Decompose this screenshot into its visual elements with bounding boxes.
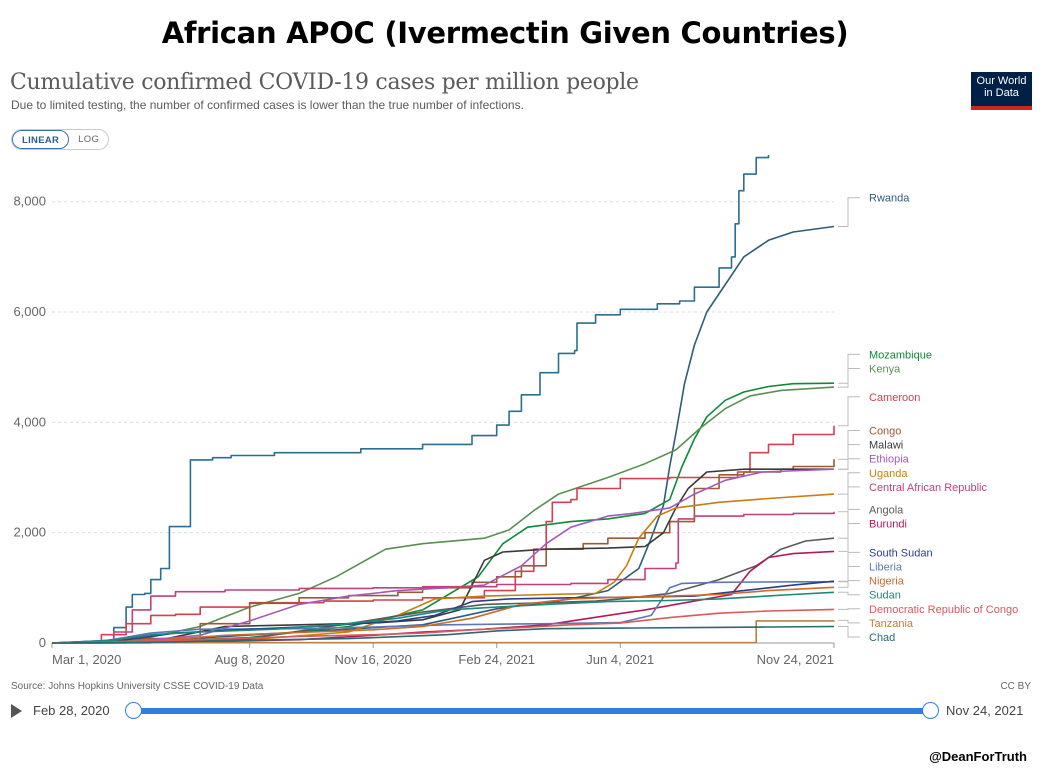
series-line-uganda: [51, 493, 835, 644]
logo-bar: [971, 106, 1032, 110]
series-line-ethiopia: [51, 468, 835, 644]
series-line-kenya: [51, 386, 835, 644]
x-tick-label-5: Nov 24, 2021: [757, 652, 834, 667]
legend-label-tanzania: Tanzania: [869, 618, 914, 630]
play-icon[interactable]: [11, 704, 22, 718]
timeline-end-handle[interactable]: [922, 702, 939, 719]
legend-connector-kenya: [838, 368, 860, 388]
series-line-congo: [52, 459, 835, 644]
scale-toggle: LINEAR LOG: [11, 129, 110, 150]
legend-label-rwanda: Rwanda: [869, 193, 910, 205]
chart-subtitle: Due to limited testing, the number of co…: [11, 98, 524, 112]
series-line-liberia: [51, 581, 834, 644]
legend-label-congo: Congo: [869, 425, 901, 437]
license-note[interactable]: CC BY: [1000, 681, 1031, 692]
legend-connector-rwanda: [838, 197, 860, 227]
x-tick-label-4: Jun 4, 2021: [586, 652, 654, 667]
series-line-democratic-republic-of-congo: [51, 608, 835, 644]
x-tick-label-2: Nov 16, 2020: [335, 652, 412, 667]
series-line-malawi: [51, 468, 834, 644]
legend-connector-tanzania: [838, 619, 860, 624]
y-tick-label-2: 4,000: [13, 414, 46, 429]
timeline-start-handle[interactable]: [125, 702, 142, 719]
legend-label-malawi: Malawi: [869, 440, 903, 452]
legend-connector-democratic-republic-of-congo: [838, 608, 860, 610]
x-tick-label-3: Feb 24, 2021: [458, 652, 535, 667]
legend-label-chad: Chad: [869, 632, 895, 644]
legend-connector-uganda: [838, 472, 860, 495]
banner-title: African APOC (Ivermectin Given Countries…: [161, 16, 849, 50]
y-tick-label-1: 2,000: [13, 525, 46, 540]
log-button[interactable]: LOG: [78, 134, 100, 145]
x-tick-label-0: Mar 1, 2020: [52, 652, 121, 667]
logo-line-1: Our World: [976, 75, 1027, 87]
logo-line-2: in Data: [984, 87, 1019, 99]
legend-label-burundi: Burundi: [869, 518, 907, 530]
legend-label-liberia: Liberia: [869, 562, 903, 574]
series-line-sudan: [51, 591, 835, 644]
legend-label-central-african-republic: Central African Republic: [869, 482, 988, 494]
legend-label-nigeria: Nigeria: [869, 576, 905, 588]
legend-label-ethiopia: Ethiopia: [869, 454, 910, 466]
series-line-equatorial-guinea: [52, 155, 770, 644]
legend-label-kenya: Kenya: [869, 363, 901, 375]
linear-button[interactable]: LINEAR: [12, 130, 70, 149]
legend-label-cameroon: Cameroon: [869, 392, 920, 404]
owid-logo[interactable]: Our World in Data: [971, 72, 1032, 110]
legend-connector-cameroon: [838, 396, 860, 427]
legend-connector-ethiopia: [838, 458, 860, 470]
legend-connector-malawi: [838, 444, 860, 470]
series-line-cameroon: [52, 425, 835, 644]
timeline-end-label: Nov 24, 2021: [946, 703, 1024, 718]
legend-label-democratic-republic-of-congo: Democratic Republic of Congo: [869, 604, 1018, 616]
legend-connector-nigeria: [838, 580, 860, 588]
y-tick-label-3: 6,000: [13, 304, 46, 319]
legend-label-sudan: Sudan: [869, 590, 901, 602]
source-note[interactable]: Source: Johns Hopkins University CSSE CO…: [11, 681, 264, 692]
legend-label-south-sudan: South Sudan: [869, 547, 933, 559]
series-line-nigeria: [51, 586, 835, 644]
timeline-start-label: Feb 28, 2020: [33, 703, 110, 718]
legend-label-angola: Angola: [869, 504, 904, 516]
legend-connector-liberia: [838, 566, 860, 583]
legend-connector-burundi: [838, 523, 860, 552]
twitter-handle: @DeanForTruth: [929, 749, 1027, 764]
legend-connector-sudan: [838, 591, 860, 596]
series-line-central-african-republic: [52, 511, 835, 644]
timeline-track[interactable]: [133, 708, 930, 714]
legend-connector-central-african-republic: [838, 486, 860, 513]
legend-connector-chad: [838, 626, 860, 638]
series-line-chad: [51, 625, 835, 644]
series-line-rwanda: [51, 225, 835, 644]
legend-label-uganda: Uganda: [869, 468, 908, 480]
y-tick-label-0: 0: [39, 635, 46, 650]
line-chart: 0 2,000 4,000 6,000 8,000 Mar 1, 2020 Aug 8, 2…: [13, 155, 1018, 667]
x-tick-label-1: Aug 8, 2020: [215, 652, 285, 667]
chart-title: Cumulative confirmed COVID-19 cases per …: [10, 70, 639, 95]
legend-label-mozambique: Mozambique: [869, 349, 932, 361]
y-tick-label-4: 8,000: [13, 194, 46, 209]
